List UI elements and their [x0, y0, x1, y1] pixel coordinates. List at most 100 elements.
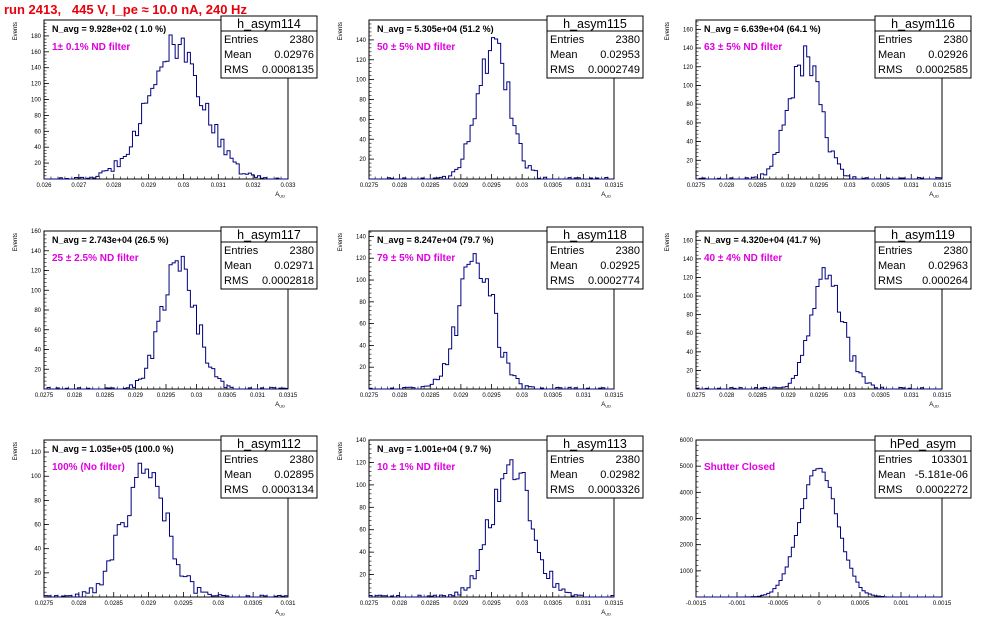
- y-tick-label: 100: [356, 278, 367, 284]
- plot-frame: [43, 439, 289, 598]
- stats-label: Entries: [878, 245, 913, 257]
- y-tick-label: 2000: [680, 543, 694, 549]
- x-tick-label: 0.0275: [35, 393, 54, 399]
- stats-title: h_asym119: [891, 228, 955, 242]
- histogram-line: [696, 45, 943, 180]
- x-tick-label: 0.03: [844, 183, 856, 189]
- stats-label: Entries: [550, 454, 585, 466]
- y-tick-label: 80: [686, 313, 693, 319]
- x-tick-label: 0.031: [904, 393, 920, 399]
- stats-label: Entries: [550, 34, 585, 46]
- y-tick-label: 160: [31, 50, 42, 56]
- y-tick-label: 40: [686, 350, 693, 356]
- x-tick-label: 0.0305: [244, 601, 263, 607]
- stats-label: Mean: [878, 49, 906, 61]
- y-tick-label: 40: [34, 145, 41, 151]
- x-tick-label: 0.029: [128, 393, 144, 399]
- y-tick-label: 80: [34, 308, 41, 314]
- filter-label: Shutter Closed: [704, 462, 775, 473]
- y-tick-label: 60: [34, 129, 41, 135]
- x-tick-label: 0.0285: [105, 601, 124, 607]
- stats-box: [546, 226, 644, 290]
- x-tick-label: 0.0315: [933, 393, 952, 399]
- x-tick-label: 0.0305: [871, 183, 890, 189]
- x-tick-label: 0.0315: [279, 393, 298, 399]
- histogram-panel-h_asym118: 0.0275 0.028 0.0285 0.029 0.0295 0.03 0.0305 0.…: [338, 226, 644, 409]
- x-tick-label: 0.031: [280, 601, 296, 607]
- y-tick-label: 100: [356, 78, 367, 84]
- y-tick-label: 40: [359, 343, 366, 349]
- stats-title: h_asym116: [891, 17, 955, 31]
- stats-label: Entries: [224, 245, 259, 257]
- stats-value: 103301: [931, 454, 968, 466]
- x-tick-label: 0.0305: [544, 393, 563, 399]
- stats-label: Entries: [550, 245, 585, 257]
- stats-box: [220, 435, 318, 499]
- histogram-line: [695, 267, 942, 390]
- y-axis-label: Events: [338, 233, 344, 251]
- stats-value: 2380: [616, 245, 640, 257]
- stats-label: Mean: [550, 469, 578, 481]
- n-avg-label: N_avg = 1.001e+04 ( 9.7 %): [377, 444, 491, 454]
- x-tick-label: 0.028: [71, 601, 87, 607]
- histogram-line: [44, 255, 289, 390]
- x-tick-label: 0.029: [141, 601, 157, 607]
- y-tick-label: 60: [359, 117, 366, 123]
- y-tick-label: 120: [31, 82, 42, 88]
- y-tick-label: 160: [31, 229, 42, 235]
- y-tick-label: 20: [686, 158, 693, 164]
- x-tick-label: 0.03: [516, 601, 528, 607]
- stats-label: Mean: [224, 260, 252, 272]
- x-tick-label: 0.0005: [851, 601, 870, 607]
- y-tick-label: 20: [686, 368, 693, 374]
- stats-value: 0.02925: [600, 260, 640, 272]
- y-tick-label: 120: [683, 275, 694, 281]
- x-tick-label: 0.0015: [933, 601, 952, 607]
- stats-label: RMS: [878, 64, 902, 76]
- histogram-panel-h_asym115: 0.0275 0.028 0.0285 0.029 0.0295 0.03 0.0305 0.…: [338, 15, 644, 199]
- x-tick-label: 0.029: [453, 601, 469, 607]
- x-tick-label: 0.0275: [360, 183, 379, 189]
- histogram-panel-h_asym119: 0.0275 0.028 0.0285 0.029 0.0295 0.03 0.0305 0.…: [665, 226, 972, 409]
- x-tick-label: 0.029: [781, 183, 797, 189]
- x-tick-label: 0.0285: [748, 183, 767, 189]
- filter-label: 25 ± 2.5% ND filter: [52, 253, 139, 264]
- stats-value: -5.181e-06: [915, 469, 968, 481]
- stats-title: hPed_asym: [890, 437, 956, 451]
- y-axis-label: Events: [13, 442, 19, 460]
- x-tick-label: 0.0295: [482, 601, 501, 607]
- y-tick-label: 100: [683, 83, 694, 89]
- x-tick-label: 0.0275: [360, 393, 379, 399]
- n-avg-label: N_avg = 6.639e+04 (64.1 %): [704, 24, 821, 34]
- stats-label: RMS: [550, 64, 574, 76]
- filter-label: 50 ± 5% ND filter: [377, 42, 455, 53]
- y-axis-label: Events: [665, 22, 671, 40]
- x-tick-label: 0.032: [246, 183, 262, 189]
- filter-label: 40 ± 4% ND filter: [704, 253, 782, 264]
- filter-label: 100% (No filter): [52, 462, 125, 473]
- stats-value: 0.02982: [600, 469, 640, 481]
- x-tick-label: 0.0295: [482, 183, 501, 189]
- x-tick-label: 0.03: [212, 601, 224, 607]
- y-tick-label: 20: [34, 571, 41, 577]
- x-tick-label: 0.0285: [96, 393, 115, 399]
- x-tick-label: 0.0295: [174, 601, 193, 607]
- histogram-panel-hPed_asym: -0.0015 -0.001 -0.0005 0 0.0005 0.001 0.0015 10…: [680, 435, 972, 607]
- x-tick-label: 0.001: [893, 601, 909, 607]
- y-tick-label: 80: [34, 498, 41, 504]
- x-tick-label: 0.028: [392, 183, 408, 189]
- stats-title: h_asym114: [237, 17, 301, 31]
- y-tick-label: 20: [359, 157, 366, 163]
- y-tick-label: 80: [359, 98, 366, 104]
- stats-value: 0.0002774: [588, 275, 640, 287]
- y-tick-label: 40: [34, 348, 41, 354]
- stats-value: 0.0002585: [916, 64, 968, 76]
- stats-label: Mean: [550, 49, 578, 61]
- y-tick-label: 100: [356, 483, 367, 489]
- y-tick-label: 180: [31, 34, 42, 40]
- y-tick-label: 20: [34, 161, 41, 167]
- y-tick-label: 40: [34, 547, 41, 553]
- x-axis-label: AUD: [929, 402, 939, 409]
- stats-value: 2380: [290, 454, 314, 466]
